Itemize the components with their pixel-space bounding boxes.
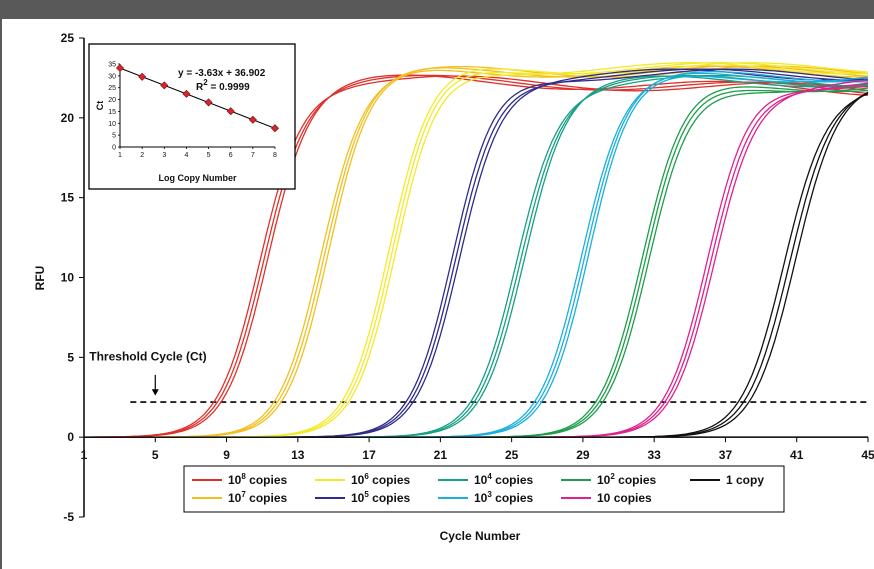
legend: 108 copies 107 copies 106 copies 105 copies…	[183, 465, 785, 513]
legend-entry-label: 106 copies	[351, 472, 410, 487]
x-tick-label: 25	[505, 448, 519, 462]
top-bar	[0, 0, 874, 19]
x-axis-label: Cycle Number	[440, 529, 521, 543]
left-edge	[0, 19, 2, 569]
inset-data-point	[182, 89, 191, 98]
legend-entry-label: 104 copies	[474, 472, 533, 487]
legend-entry-label: 1 copy	[726, 473, 764, 487]
inset-fit-line	[119, 67, 276, 129]
inset-y-tick-label: 5	[112, 133, 116, 140]
threshold-label: Threshold Cycle (Ct)	[89, 349, 206, 363]
inset-y-tick-label: 25	[108, 85, 116, 92]
amplification-curve	[84, 75, 869, 438]
inset-data-point	[270, 124, 280, 133]
inset-data-point	[226, 107, 235, 116]
x-tick-label: 41	[790, 448, 804, 462]
legend-entry-label: 107 copies	[228, 490, 287, 505]
inset-y-axis-label: Ct	[95, 101, 105, 111]
inset-data-point	[204, 98, 213, 107]
y-tick-label: 5	[67, 350, 74, 364]
inset-y-tick-label: 35	[108, 62, 116, 69]
inset-data-point	[115, 64, 125, 73]
inset-y-tick-label: 15	[108, 109, 116, 116]
y-tick-label: -5	[63, 510, 74, 524]
y-tick-label: 20	[61, 111, 75, 125]
x-tick-label: 17	[362, 448, 376, 462]
inset-equation: y = -3.63x + 36.902	[178, 68, 266, 79]
legend-entry-label: 105 copies	[351, 490, 410, 505]
x-tick-label: 9	[223, 448, 230, 462]
inset-x-tick-label: 3	[162, 152, 166, 159]
inset-y-tick-label: 20	[108, 97, 116, 104]
x-tick-label: 29	[576, 448, 590, 462]
inset-y-tick-label: 10	[108, 121, 116, 128]
legend-entry-label: 103 copies	[474, 490, 533, 505]
legend-box	[183, 465, 785, 513]
inset-x-tick-label: 8	[273, 152, 277, 159]
inset-x-tick-label: 5	[207, 152, 211, 159]
inset-x-tick-label: 4	[184, 152, 188, 159]
inset-x-tick-label: 1	[118, 152, 122, 159]
x-tick-label: 1	[81, 448, 88, 462]
inset-y-tick-label: 30	[108, 73, 116, 80]
amplification-curve	[84, 91, 869, 438]
inset-x-tick-label: 7	[251, 152, 255, 159]
inset-r-squared: R2 = 0.9999	[196, 78, 250, 93]
threshold-arrow-head	[151, 389, 159, 396]
legend-entry-label: 102 copies	[597, 472, 656, 487]
amplification-curve	[84, 65, 868, 438]
threshold-group: Threshold Cycle (Ct)	[89, 349, 868, 403]
inset-data-point	[248, 115, 257, 124]
legend-entry-label: 10 copies	[597, 491, 652, 505]
x-tick-label: 5	[152, 448, 159, 462]
amplification-curves	[84, 62, 869, 438]
x-tick-label: 21	[434, 448, 448, 462]
y-tick-label: 25	[61, 31, 75, 45]
legend-entry-label: 108 copies	[228, 472, 287, 487]
inset-y-tick-label: 0	[112, 145, 116, 152]
y-tick-label: 10	[61, 271, 75, 285]
inset-x-tick-label: 2	[140, 152, 144, 159]
x-tick-label: 33	[648, 448, 662, 462]
inset-data-point	[138, 72, 147, 81]
x-tick-label: 13	[291, 448, 305, 462]
inset-x-axis-label: Log Copy Number	[159, 173, 237, 183]
x-tick-label: 45	[861, 448, 874, 462]
standard-curve-inset: 0 5 10 15 20 25 30 35 1 2 3 4 5 6 7 8 y = -3.63x + 36.90…	[88, 43, 296, 190]
inset-data-point	[160, 81, 169, 90]
y-axis-label: RFU	[33, 266, 47, 291]
inset-x-tick-label: 6	[229, 152, 233, 159]
y-tick-label: 15	[61, 191, 75, 205]
y-tick-label: 0	[67, 430, 74, 444]
x-tick-label: 37	[719, 448, 733, 462]
